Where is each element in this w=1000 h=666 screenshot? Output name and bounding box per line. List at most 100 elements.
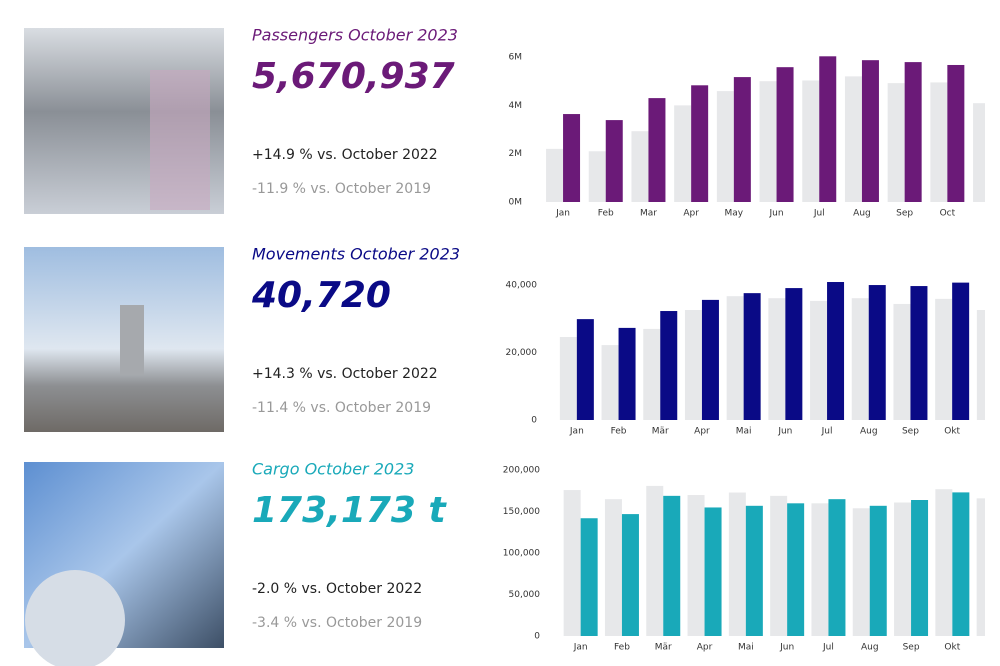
x-tick-label: Sep (902, 427, 919, 437)
x-tick-label: Sep (896, 209, 913, 219)
y-tick-label: 100,000 (503, 549, 540, 559)
x-tick-label: Jul (822, 643, 834, 653)
panel-title: Passengers October 2023 (252, 26, 458, 45)
y-tick-label: 0 (534, 632, 540, 642)
bar (819, 56, 837, 202)
photo-detail (25, 570, 125, 666)
bar (952, 492, 970, 636)
panel-title: Cargo October 2023 (252, 460, 414, 479)
bar (759, 81, 777, 202)
y-tick-label: 50,000 (509, 590, 541, 600)
bar (546, 148, 564, 202)
x-tick-label: Feb (614, 643, 630, 653)
bar (976, 498, 985, 636)
x-tick-label: Jan (569, 427, 584, 437)
bar (660, 311, 678, 420)
x-tick-label: Jan (555, 209, 570, 219)
y-tick-label: 40,000 (506, 281, 538, 291)
bar (904, 62, 922, 203)
bar (605, 120, 623, 202)
x-tick-label: Okt (944, 427, 960, 437)
bar (887, 83, 905, 202)
comparison: -2.0 % vs. October 2022 (252, 581, 422, 597)
panel-title: Movements October 2023 (252, 245, 460, 264)
bar (733, 77, 751, 202)
comparison: +14.3 % vs. October 2022 (252, 366, 438, 382)
x-tick-label: Apr (694, 427, 710, 437)
x-tick-label: Feb (598, 209, 614, 219)
bar (861, 60, 879, 203)
bar (910, 286, 928, 420)
bar (935, 489, 953, 636)
y-tick-label: 0 (531, 416, 537, 426)
bar (952, 282, 970, 420)
y-tick-label: 2M (509, 149, 523, 159)
bar (787, 503, 805, 636)
bar-chart: 0M 2M 4M 6M Jan Feb Mar Apr May Jun Jul Aug Sep Oct (509, 53, 985, 219)
x-tick-label: Jul (821, 427, 833, 437)
bar (601, 345, 619, 420)
bar (930, 82, 948, 202)
bar (851, 298, 869, 420)
x-tick-label: Mar (640, 209, 657, 219)
x-tick-label: Sep (903, 643, 920, 653)
x-tick-label: Mai (738, 643, 754, 653)
bar (768, 298, 786, 420)
bar (728, 492, 746, 636)
x-tick-label: Mär (655, 643, 672, 653)
y-tick-label: 200,000 (503, 466, 540, 476)
bar (802, 80, 820, 202)
bar (869, 505, 887, 636)
bar (743, 293, 761, 420)
x-tick-label: Jun (769, 209, 784, 219)
x-tick-label: Apr (683, 209, 699, 219)
bar (852, 508, 870, 636)
bar-chart: 0 20,000 40,000 Jan Feb Mär Apr Mai Jun Jul Aug Sep… (506, 281, 985, 437)
bar (726, 296, 744, 420)
bar (776, 67, 794, 203)
x-tick-label: Feb (611, 427, 627, 437)
comparison: -3.4 % vs. October 2019 (252, 615, 422, 631)
bar (976, 310, 985, 420)
bar (618, 327, 636, 420)
bar (576, 319, 594, 420)
bar (691, 85, 709, 202)
comparison: +14.9 % vs. October 2022 (252, 147, 438, 163)
bar (911, 500, 929, 636)
bar (828, 499, 846, 636)
x-tick-label: Aug (853, 209, 871, 219)
x-tick-label: Apr (697, 643, 713, 653)
bar-chart: 0 50,000 100,000 150,000 200,000 Jan Feb Mär Apr… (503, 466, 985, 653)
x-tick-label: Oct (940, 209, 956, 219)
content: Passengers October 2023 5,670,937 +14.9 % … (251, 26, 985, 653)
bar (559, 337, 577, 420)
x-tick-label: Jun (779, 643, 794, 653)
x-tick-label: Okt (944, 643, 960, 653)
panel-value: 173,173 t (252, 490, 448, 531)
bar (580, 518, 598, 636)
bar (563, 490, 581, 636)
y-tick-label: 150,000 (503, 507, 540, 517)
x-tick-label: Jun (777, 427, 792, 437)
bar (868, 285, 886, 420)
x-tick-label: Aug (860, 427, 878, 437)
bar (631, 131, 649, 202)
x-tick-label: Jul (813, 209, 825, 219)
bar (770, 495, 788, 636)
bar (745, 505, 763, 636)
bar (810, 300, 828, 420)
bar (704, 507, 722, 636)
x-tick-label: May (725, 209, 744, 219)
panel-value: 40,720 (251, 275, 391, 316)
bar (674, 105, 692, 202)
bar (648, 98, 666, 202)
bar (811, 503, 829, 636)
x-tick-label: Jan (573, 643, 588, 653)
bar (894, 502, 912, 636)
y-tick-label: 0M (509, 198, 523, 208)
y-tick-label: 6M (509, 53, 523, 63)
bar (893, 303, 911, 420)
y-tick-label: 4M (509, 101, 523, 111)
